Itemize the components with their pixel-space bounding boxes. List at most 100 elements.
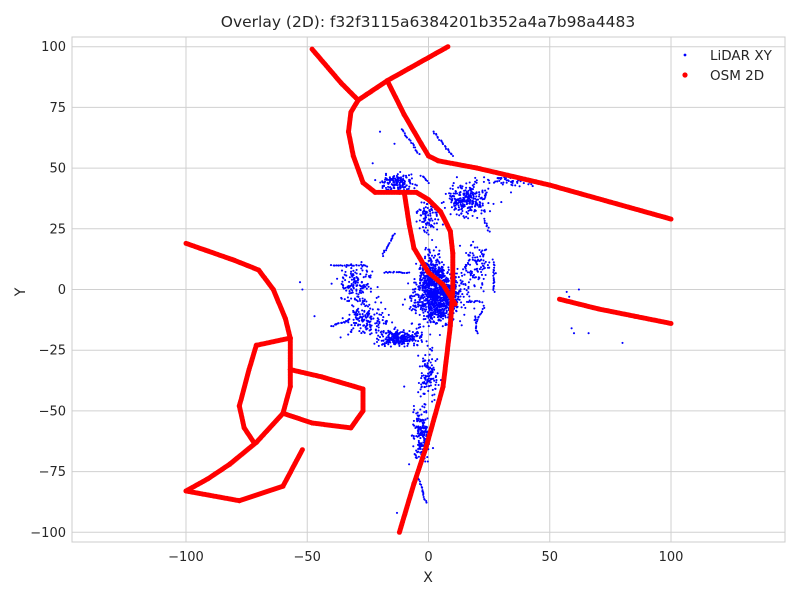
lidar-point xyxy=(364,264,367,267)
lidar-point xyxy=(482,267,485,270)
lidar-point xyxy=(478,248,481,252)
lidar-point xyxy=(421,444,424,448)
lidar-point xyxy=(435,261,438,264)
lidar-point xyxy=(381,311,384,314)
lidar-point xyxy=(465,186,468,189)
lidar-point xyxy=(389,345,392,348)
lidar-point xyxy=(434,297,437,300)
lidar-point xyxy=(433,308,436,311)
lidar-point xyxy=(406,344,409,347)
lidar-point xyxy=(468,263,472,266)
lidar-point xyxy=(393,232,396,235)
lidar-point xyxy=(418,446,421,449)
lidar-point xyxy=(485,191,488,194)
lidar-point xyxy=(440,265,443,268)
lidar-point xyxy=(439,304,443,307)
lidar-point xyxy=(415,184,418,187)
lidar-point xyxy=(408,307,411,310)
lidar-point xyxy=(430,373,433,376)
lidar-point xyxy=(428,223,431,227)
lidar-point xyxy=(424,246,427,249)
lidar-point xyxy=(470,188,473,191)
lidar-point xyxy=(422,430,425,433)
lidar-point xyxy=(423,410,426,414)
lidar-point xyxy=(420,483,423,486)
lidar-point xyxy=(481,204,484,207)
lidar-point xyxy=(422,325,425,328)
lidar-point xyxy=(402,178,405,181)
lidar-point xyxy=(418,365,421,368)
lidar-point xyxy=(418,444,421,447)
lidar-point xyxy=(481,268,484,271)
lidar-point xyxy=(409,305,412,309)
lidar-point xyxy=(485,222,488,225)
lidar-point xyxy=(369,287,372,290)
lidar-point xyxy=(420,442,423,445)
lidar-point xyxy=(424,284,428,287)
lidar-point xyxy=(356,314,359,317)
lidar-point xyxy=(417,427,420,430)
lidar-point xyxy=(348,299,351,302)
lidar-point xyxy=(477,276,480,279)
lidar-point xyxy=(414,299,417,302)
lidar-point xyxy=(361,309,364,312)
lidar-point xyxy=(340,282,343,286)
lidar-point xyxy=(426,456,429,459)
lidar-point xyxy=(356,308,359,311)
lidar-point xyxy=(424,460,427,463)
lidar-point xyxy=(501,183,504,186)
lidar-point xyxy=(387,341,390,344)
lidar-point xyxy=(447,149,450,152)
lidar-point xyxy=(410,173,413,176)
lidar-point xyxy=(377,323,380,326)
lidar-point xyxy=(471,258,474,261)
lidar-point xyxy=(371,270,374,273)
lidar-point xyxy=(422,302,425,306)
lidar-point xyxy=(483,262,486,265)
lidar-point xyxy=(457,199,461,202)
lidar-point xyxy=(440,201,443,205)
lidar-point xyxy=(397,337,400,340)
lidar-point xyxy=(577,288,580,291)
lidar-point xyxy=(388,176,391,179)
lidar-point xyxy=(510,183,513,186)
lidar-point xyxy=(364,314,367,317)
lidar-point xyxy=(409,335,412,338)
lidar-point xyxy=(473,285,476,288)
lidar-point xyxy=(430,260,433,263)
lidar-point xyxy=(465,182,468,185)
lidar-point xyxy=(454,192,457,195)
lidar-point xyxy=(518,185,521,188)
lidar-point xyxy=(445,299,448,302)
lidar-point xyxy=(427,276,430,279)
lidar-point xyxy=(492,285,495,288)
lidar-point xyxy=(462,205,465,208)
lidar-point xyxy=(450,195,453,198)
lidar-point xyxy=(420,431,423,434)
lidar-point xyxy=(402,329,405,332)
lidar-point xyxy=(360,267,363,270)
lidar-point xyxy=(468,202,471,205)
lidar-point xyxy=(403,345,406,348)
y-tick-label: −75 xyxy=(39,465,66,480)
lidar-point xyxy=(360,280,363,283)
lidar-point xyxy=(440,269,443,273)
lidar-point xyxy=(381,181,384,184)
lidar-point xyxy=(478,300,481,304)
lidar-point xyxy=(466,271,469,274)
lidar-point xyxy=(385,342,388,345)
lidar-point xyxy=(464,195,467,199)
lidar-point xyxy=(417,391,420,394)
lidar-point xyxy=(350,270,353,273)
lidar-point xyxy=(424,248,427,251)
lidar-point xyxy=(429,314,432,317)
lidar-point xyxy=(396,180,399,183)
lidar-point xyxy=(461,274,464,277)
lidar-point xyxy=(352,318,355,321)
lidar-point xyxy=(393,328,396,331)
lidar-point xyxy=(433,316,436,319)
lidar-point xyxy=(434,375,438,378)
lidar-point xyxy=(340,321,344,324)
lidar-point xyxy=(492,274,495,277)
lidar-point xyxy=(469,251,472,254)
